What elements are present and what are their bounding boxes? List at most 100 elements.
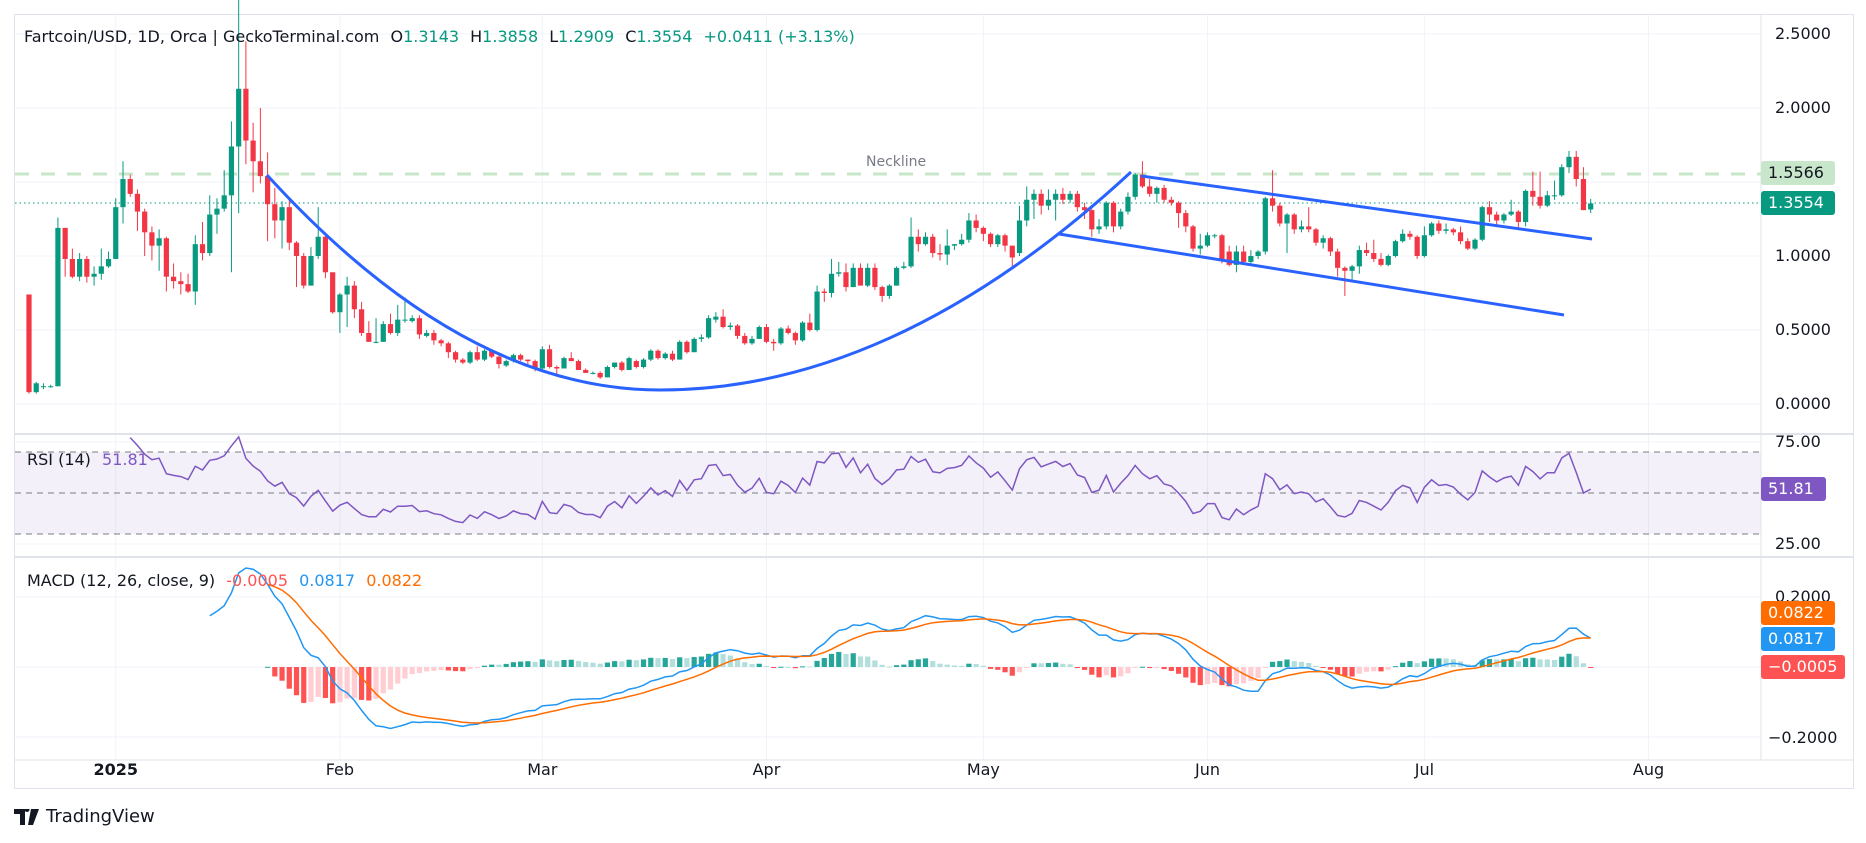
- candle: [1168, 196, 1174, 206]
- candle: [1421, 226, 1427, 258]
- time-axis-label: Mar: [527, 760, 558, 779]
- candle-body: [1190, 226, 1196, 249]
- candle: [1031, 189, 1037, 219]
- macd-histogram-bar: [1277, 661, 1283, 667]
- candle: [409, 315, 415, 323]
- macd-histogram-bar: [944, 664, 950, 667]
- candle-body: [1139, 174, 1146, 187]
- candle: [286, 199, 292, 251]
- macd-histogram-bar: [836, 651, 842, 667]
- macd-histogram-bar: [1241, 667, 1247, 684]
- candle-body: [1515, 211, 1521, 222]
- candle: [438, 338, 444, 347]
- candle: [1089, 208, 1095, 237]
- macd-axis-label: −0.2000: [1768, 728, 1838, 747]
- candle-body: [351, 285, 357, 310]
- macd-histogram-bar: [1508, 659, 1514, 667]
- macd-histogram-bar: [1573, 656, 1579, 667]
- macd-histogram-bar: [1501, 659, 1507, 667]
- candle-body: [481, 350, 488, 360]
- candle-body: [1002, 235, 1008, 246]
- macd-histogram-bar: [778, 666, 784, 668]
- candle-body: [966, 220, 972, 240]
- wedge-lower-trendline[interactable]: [1058, 232, 1565, 317]
- candle-body: [264, 176, 271, 205]
- candle-body: [1212, 235, 1218, 237]
- macd-histogram-bar: [922, 658, 929, 667]
- candle-body: [1269, 198, 1276, 206]
- candle-body: [836, 272, 842, 274]
- candle: [1313, 227, 1319, 246]
- candle-body: [1168, 199, 1174, 203]
- candle: [1060, 187, 1066, 205]
- candle-body: [597, 372, 603, 378]
- candle-body: [293, 242, 300, 256]
- candle: [1327, 236, 1333, 256]
- candle: [828, 258, 835, 298]
- macd-histogram-bar: [930, 661, 936, 667]
- candle-body: [286, 207, 292, 243]
- candle-body: [1031, 193, 1037, 200]
- candle-body: [1349, 266, 1355, 271]
- candle: [1356, 245, 1362, 274]
- macd-histogram-bar: [583, 662, 589, 667]
- candle-body: [1161, 187, 1167, 200]
- candle-body: [518, 355, 524, 360]
- candle-body: [171, 276, 177, 282]
- candle: [590, 371, 596, 375]
- candle: [1580, 167, 1587, 211]
- macd-name[interactable]: MACD (12, 26, close, 9): [27, 571, 216, 590]
- candle-body: [1508, 211, 1514, 215]
- candle: [713, 312, 719, 323]
- candle-body: [575, 361, 582, 370]
- symbol-title[interactable]: Fartcoin/USD, 1D, Orca | GeckoTerminal.c…: [24, 27, 380, 46]
- candle: [1067, 190, 1073, 203]
- candle: [894, 266, 900, 286]
- candle: [156, 229, 162, 271]
- candle-body: [228, 146, 235, 196]
- macd-histogram-bar: [691, 657, 697, 667]
- cup-curve[interactable]: [265, 170, 1133, 392]
- candle: [178, 272, 184, 295]
- candle: [785, 325, 791, 335]
- rsi-line: [129, 435, 1592, 524]
- macd-histogram-bar: [648, 657, 654, 667]
- candle-body: [742, 335, 748, 344]
- candle-body: [980, 227, 986, 234]
- rsi-name[interactable]: RSI (14): [27, 450, 91, 469]
- candle: [1443, 223, 1449, 234]
- candle: [1255, 250, 1261, 259]
- candle-body: [243, 88, 249, 141]
- candle-body: [1204, 235, 1211, 246]
- candle-body: [1551, 195, 1558, 197]
- candle: [1501, 213, 1507, 224]
- macd-histogram-bar: [1551, 660, 1558, 667]
- candle: [930, 233, 936, 258]
- candle: [669, 350, 676, 362]
- macd-histogram-bar: [1544, 659, 1550, 667]
- candle: [836, 261, 842, 277]
- macd-histogram-bar: [1400, 662, 1406, 667]
- candle: [358, 301, 365, 336]
- candle-body: [828, 273, 835, 293]
- macd-histogram-bar: [1371, 667, 1377, 672]
- candle: [171, 263, 177, 289]
- tradingview-logo[interactable]: TradingView: [14, 806, 155, 827]
- macd-histogram-bar: [1175, 667, 1182, 674]
- candle-body: [763, 327, 770, 342]
- candle: [236, 0, 242, 214]
- time-axis-label: May: [966, 760, 1000, 779]
- macd-histogram-bar: [959, 665, 965, 667]
- candle: [373, 318, 379, 344]
- candle-body: [395, 319, 401, 333]
- wedge-upper-trendline[interactable]: [1140, 174, 1593, 241]
- candle: [1566, 150, 1572, 174]
- macd-histogram-bar: [894, 665, 900, 667]
- macd-histogram-bar: [1074, 667, 1080, 668]
- macd-histogram-bar: [1363, 667, 1370, 672]
- candle: [626, 356, 632, 370]
- candle: [987, 232, 994, 248]
- time-axis-label: Jul: [1414, 760, 1435, 779]
- candle-body: [1074, 193, 1080, 208]
